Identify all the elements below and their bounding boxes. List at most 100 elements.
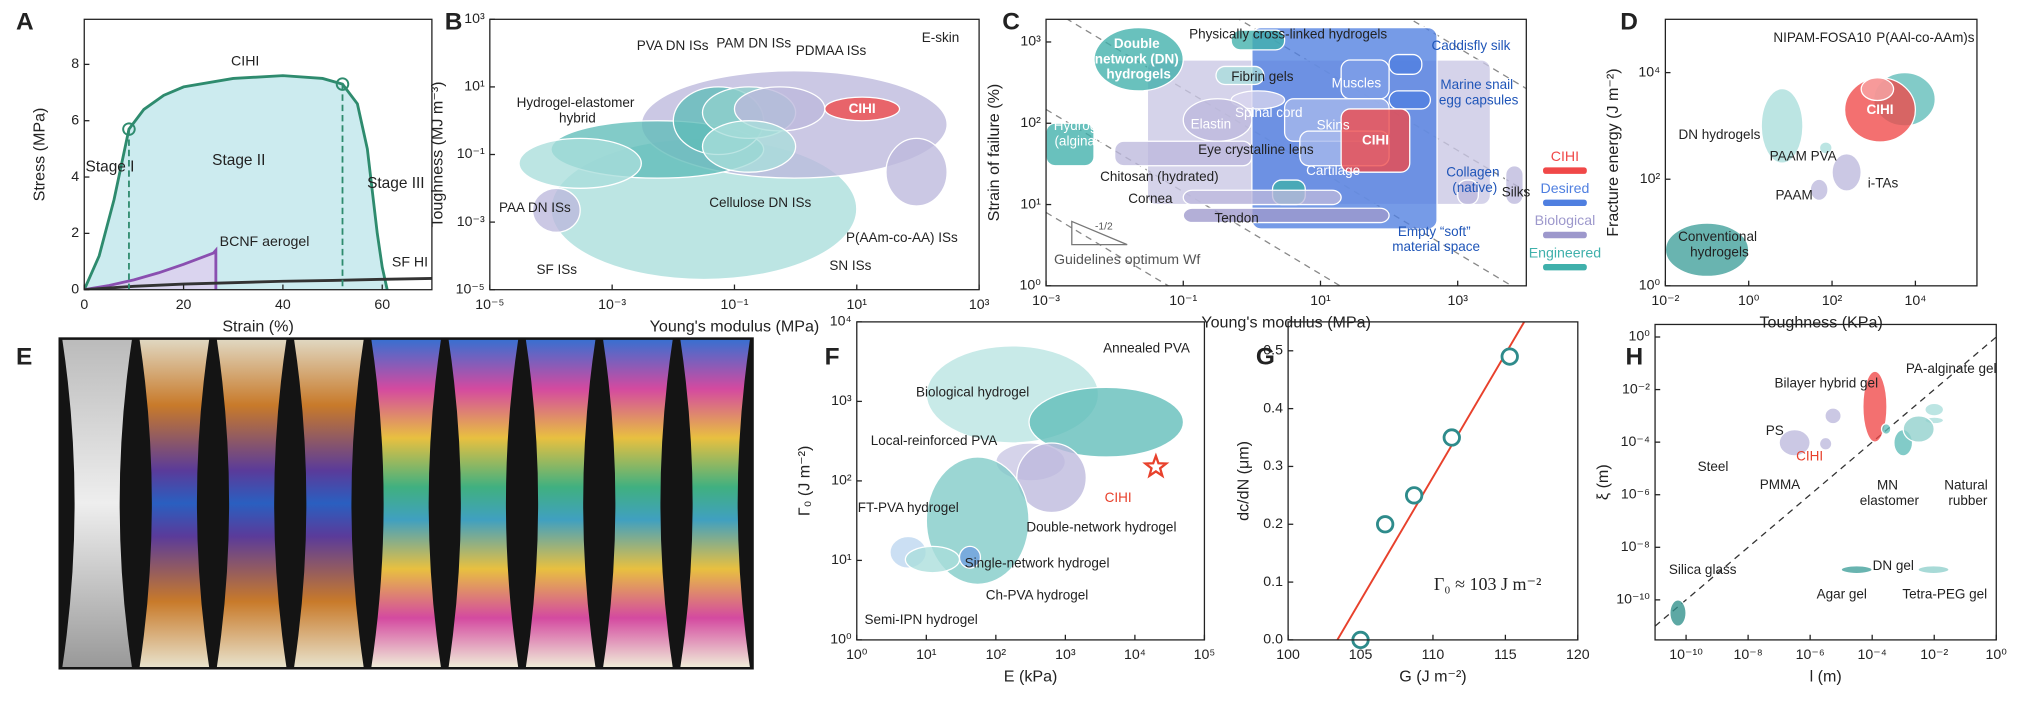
plot-area [1665, 71, 1936, 278]
region-label: Hydrogels (alginates) [1054, 118, 1119, 148]
x-tick-label: 10⁻¹ [720, 297, 748, 313]
region-label: DN gel [1873, 558, 1914, 573]
axes-frame [489, 18, 980, 291]
legend-swatch [1543, 263, 1587, 271]
region [1824, 407, 1842, 425]
region-label: NIPAM-FOSA10 [1773, 30, 1871, 45]
region-label: Annealed PVA [1103, 340, 1190, 355]
y-tick-label: 0.4 [1263, 400, 1283, 416]
region-label: Semi-IPN hydrogel [865, 612, 978, 627]
y-tick-label: 10⁻⁵ [456, 281, 485, 297]
region-label: Bilayer hybrid gel [1775, 375, 1879, 390]
point [1376, 515, 1395, 534]
series-label: BCNF aerogel [220, 234, 310, 250]
line [84, 74, 389, 290]
y-tick-label: 4 [71, 169, 79, 185]
point [1142, 452, 1170, 479]
area [84, 250, 216, 290]
legend-label: Biological [1535, 213, 1596, 229]
region-label: Muscles [1332, 75, 1382, 90]
y-tick-label: 10⁰ [1639, 278, 1661, 294]
label-line: CIHI [1866, 101, 1893, 116]
region-label: Agar gel [1817, 586, 1867, 601]
region [1778, 428, 1811, 457]
y-tick-label: 10⁰ [1019, 278, 1041, 294]
y-tick-label: 6 [71, 112, 79, 128]
region [1215, 65, 1265, 86]
label-line: hydrogels [1106, 66, 1171, 81]
x-tick-label: 10⁻² [1651, 293, 1679, 309]
y-tick-label: 10¹ [831, 552, 852, 568]
line [84, 277, 432, 290]
y-tick-label: 2 [71, 225, 79, 241]
region [1114, 140, 1253, 167]
y-tick-label: 10² [1020, 115, 1041, 131]
annotation: Stage I [86, 158, 135, 175]
x-tick-label: 10⁻³ [598, 297, 626, 313]
region [1860, 77, 1895, 102]
region-label: CIHI [1866, 101, 1893, 116]
region-label: PAM DN ISs [716, 35, 791, 50]
label-line: (native) [1452, 180, 1497, 195]
y-tick-label: 10⁴ [830, 314, 852, 330]
y-tick-label: 10³ [831, 393, 852, 409]
region-label: PS [1766, 423, 1784, 438]
x-tick-label: 10⁰ [1738, 293, 1760, 309]
label-line: (alginates) [1054, 133, 1117, 148]
y-axis-label: Stress (MPa) [31, 108, 49, 202]
region [531, 187, 581, 233]
region-label: Silica glass [1669, 562, 1737, 577]
panel-letter: E [16, 343, 32, 370]
x-tick-label: 10³ [969, 297, 990, 313]
y-tick-label: 10⁻⁶ [1621, 486, 1650, 502]
line [84, 246, 218, 290]
x-tick-label: 0 [80, 297, 88, 313]
y-axis-label: dc/dN (μm) [1235, 441, 1253, 521]
axes-frame [1287, 321, 1579, 641]
region-label: Double network (DN) hydrogels [1095, 35, 1183, 81]
region-label: Ch-PVA hydrogel [986, 588, 1089, 603]
specimen [371, 339, 441, 667]
series-label: SF HI [392, 254, 428, 270]
region [958, 545, 982, 569]
region-label: FT-PVA hydrogel [858, 500, 959, 515]
y-tick-label: 10³ [464, 11, 485, 27]
region [1046, 122, 1095, 167]
plot-area [84, 74, 432, 290]
region [1388, 53, 1423, 75]
guide-label: Guidelines optimum Wf [1054, 252, 1200, 268]
region [1818, 141, 1833, 155]
region-label: PMMA [1760, 477, 1801, 492]
region [518, 137, 642, 189]
x-tick-label: 10² [1822, 293, 1843, 309]
label-line: MN [1877, 477, 1902, 492]
y-tick-label: 10⁻³ [457, 214, 485, 230]
specimen [603, 339, 673, 667]
region [1760, 88, 1804, 164]
y-tick-label: 0.1 [1263, 574, 1283, 590]
region [1505, 165, 1524, 206]
y-axis-label: Toughness (MJ m⁻³) [429, 81, 447, 227]
region-label: Tendon [1214, 210, 1258, 225]
guide-line [1046, 211, 1170, 286]
region-label: Physically cross-linked hydrogels [1189, 26, 1387, 41]
stage-marker [335, 77, 350, 91]
region [1028, 386, 1185, 458]
y-axis-label: Fracture energy (J m⁻²) [1604, 68, 1622, 236]
region [1340, 108, 1411, 173]
plot-area [1046, 19, 1527, 286]
label-line: material space [1392, 239, 1480, 254]
region-label: CIHI [1362, 132, 1389, 147]
region-label: E-skin [922, 30, 960, 45]
legend-swatch [1543, 199, 1587, 207]
x-tick-label: 10⁻² [1920, 647, 1948, 663]
region [1182, 189, 1342, 206]
axes-frame [1045, 18, 1527, 287]
x-tick-label: 110 [1422, 647, 1445, 663]
region [701, 120, 797, 173]
region-label: Elastin [1191, 116, 1232, 131]
x-tick-label: 10¹ [916, 647, 937, 663]
y-tick-label: 0.5 [1263, 343, 1283, 359]
x-axis-label: E (kPa) [1004, 667, 1058, 685]
